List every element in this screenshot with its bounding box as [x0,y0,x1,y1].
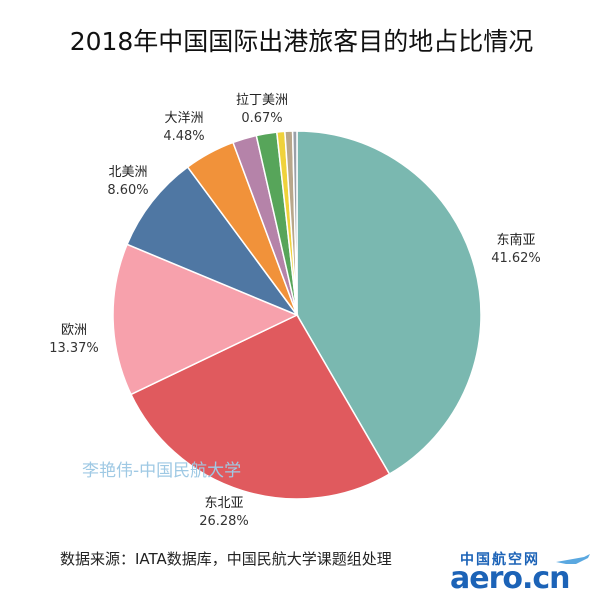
slice-label: 东北亚 [204,496,243,511]
slice-percentage: 8.60% [107,183,148,198]
pie-slice [126,165,300,317]
slice-label: 东南亚 [496,232,535,248]
pie-slice [112,243,299,396]
slice-percentage: 26.28% [199,514,249,529]
chart-title: 2018年中国国际出港旅客目的地占比情况 [69,27,534,56]
slice-label: 大洋洲 [164,111,203,126]
pie-slice [291,130,298,316]
logo-en-text: aero.cn [450,561,571,596]
logo-cn-text: 中国航空网 [460,552,540,568]
slice-label: 北美洲 [108,165,147,180]
plane-icon [556,554,590,564]
slice-percentage: 13.37% [49,341,99,356]
slice-label: 欧洲 [61,323,87,338]
site-logo[interactable]: 中国航空网 aero.cn [446,549,596,596]
slice-label: 拉丁美洲 [236,93,288,108]
slice-percentage: 41.62% [491,251,541,266]
pie-slice [296,130,482,476]
watermark: 李艳伟-中国民航大学 [82,461,242,481]
slice-percentage: 0.67% [241,111,282,126]
pie-slice [130,314,391,500]
slice-percentage: 4.48% [163,129,204,144]
data-source-note: 数据来源：IATA数据库，中国民航大学课题组处理 [60,550,392,568]
